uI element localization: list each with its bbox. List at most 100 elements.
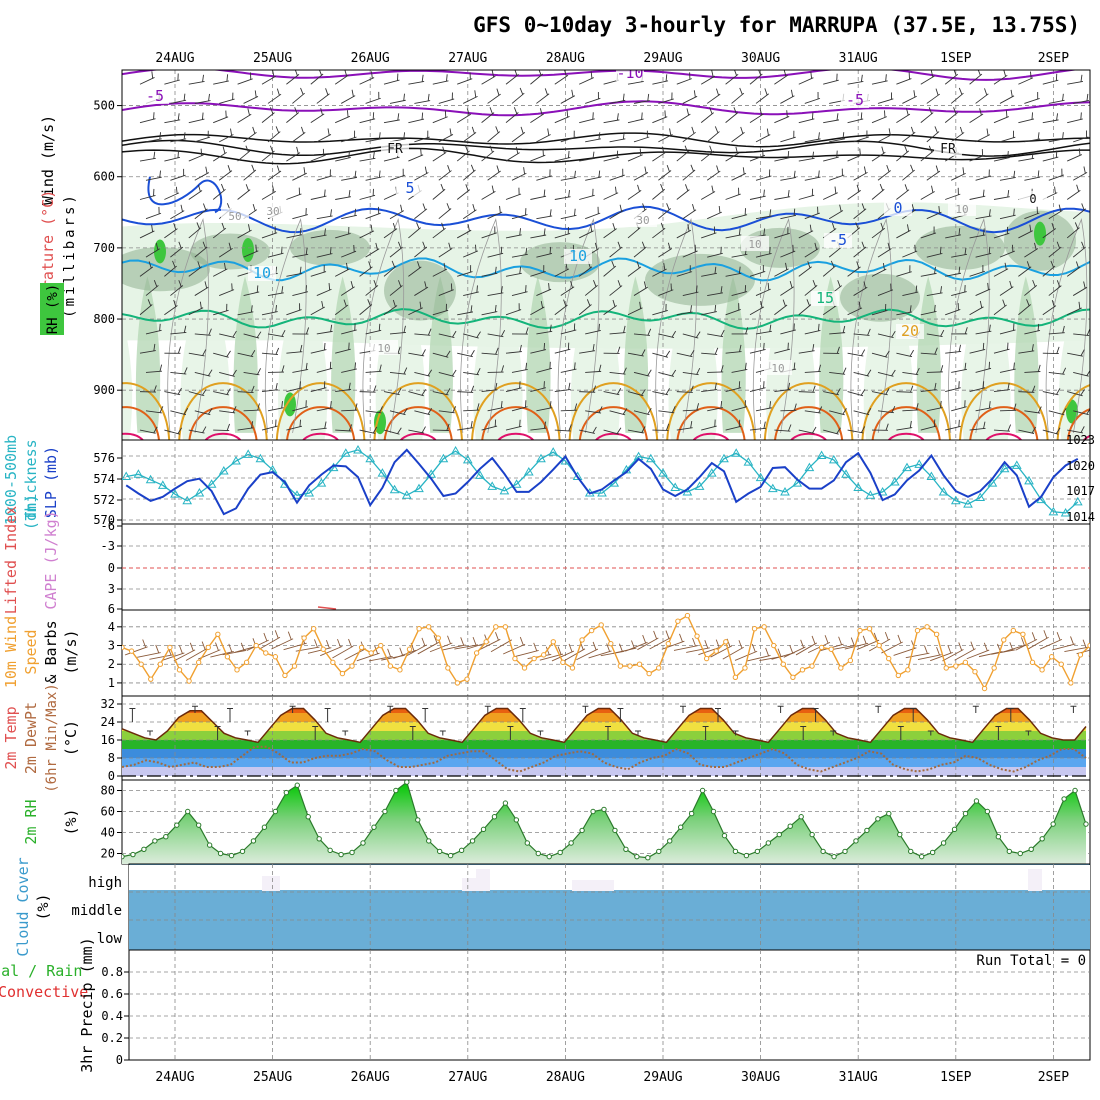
wind-barb-staff — [365, 248, 380, 258]
contour-label: 0 — [893, 199, 902, 217]
wind-barb-staff — [1092, 269, 1100, 276]
wind-barb-staff — [999, 286, 1014, 296]
wind-barb-flag — [1007, 150, 1009, 159]
wind-barb-flag — [392, 299, 396, 307]
contour-dome — [764, 382, 854, 440]
wind-barb-staff — [341, 176, 358, 181]
wind-barb-staff — [505, 387, 522, 393]
wind-barb-staff — [823, 429, 839, 435]
wind-barb-flag — [909, 385, 914, 393]
wind-barb-staff — [438, 248, 453, 258]
wind-barb-flag — [665, 350, 671, 358]
wind-barb-flag — [911, 204, 915, 212]
wind-barb-staff — [145, 176, 162, 181]
wind-barb-flag — [782, 299, 786, 307]
wind-barb-flag — [885, 350, 890, 358]
date-label-bottom: 24AUG — [155, 1070, 194, 1085]
wind-barb-staff — [945, 309, 961, 316]
wind-barb-flag — [1080, 112, 1082, 120]
wind-barb-staff — [505, 351, 522, 354]
wind-barb-flag — [733, 107, 737, 114]
wind-barb-staff — [457, 271, 473, 277]
wind-barb-staff — [389, 410, 406, 416]
wind-barb-staff — [896, 150, 910, 162]
wind-barb-flag — [1051, 222, 1055, 230]
wind-barb-staff — [170, 138, 187, 143]
wind10m-barb — [661, 640, 685, 650]
rh2m-marker — [645, 855, 651, 861]
wind-barb-flag — [221, 222, 225, 230]
wind-barb-staff — [316, 330, 333, 335]
wind-barb-flag — [227, 165, 231, 172]
wind10m-markers — [122, 612, 1090, 692]
wind-barb-flag — [159, 406, 164, 413]
wind-barb-flag — [1083, 166, 1086, 174]
wind10m-barb — [588, 650, 612, 659]
wind-barb-staff — [658, 289, 674, 296]
wind-barb-staff — [871, 391, 888, 396]
wind-barb-flag — [953, 107, 957, 114]
thickness-marker — [536, 453, 546, 463]
thickness-marker — [255, 453, 266, 463]
wind-barb-staff — [609, 174, 625, 181]
wind-barb-staff — [993, 157, 1010, 162]
temperature-band — [122, 731, 1086, 740]
wind-barb-staff — [1048, 99, 1065, 104]
wind-barb-staff — [316, 253, 333, 258]
wind-barb-staff — [749, 387, 766, 393]
wind-barb-staff — [213, 352, 229, 358]
ylabel-wind: Wind (m/s) — [39, 115, 57, 205]
wind-barb-flag — [202, 203, 207, 211]
wind-barb-flag — [685, 184, 689, 192]
thickness-marker — [1024, 475, 1034, 485]
wind-barb-flag — [860, 349, 866, 356]
wind-barb-flag — [831, 222, 835, 230]
contour-dome — [399, 432, 437, 440]
wind-barb-flag — [202, 74, 204, 82]
wind-barb-flag — [742, 167, 745, 175]
wind-barb-staff — [1072, 246, 1086, 258]
rh-patch-dark — [915, 225, 1005, 270]
wind-barb-staff — [731, 368, 748, 373]
wind10m-barb-flag — [738, 640, 743, 649]
wind-barb-flag — [940, 329, 945, 337]
wind-barb-staff — [926, 93, 941, 104]
wind-barb-flag — [644, 166, 647, 174]
wind-barb-staff — [579, 194, 595, 200]
wind-barb-flag — [470, 350, 475, 357]
wind-barb-staff — [896, 78, 912, 85]
wind-barb-staff — [1024, 410, 1041, 414]
wind-barb-flag — [842, 325, 846, 333]
wind10m-marker — [742, 665, 748, 671]
wind-barb-flag — [1003, 70, 1007, 77]
wind-barb-staff — [457, 427, 474, 431]
wind-barb-flag — [763, 228, 766, 236]
wind10m-barb — [576, 648, 599, 661]
thickness-marker — [877, 486, 888, 496]
wind-barb-flag — [615, 186, 617, 194]
tick-label: 24 — [101, 715, 115, 729]
rh2m-marker — [546, 853, 552, 860]
thickness-marker — [157, 480, 168, 489]
wind-barb-staff — [389, 371, 406, 375]
wind-barb-staff — [408, 266, 422, 277]
date-label-top: 25AUG — [253, 51, 292, 66]
temperature-bands — [122, 708, 1086, 776]
dewpoint-line — [122, 745, 1087, 773]
thickness-marker — [475, 470, 485, 479]
wind-barb-staff — [627, 391, 644, 397]
wind-barb-staff — [951, 406, 967, 412]
contour-label: -5 — [146, 87, 164, 105]
wind-barb-staff — [706, 93, 721, 104]
wind-barb-flag — [183, 367, 188, 375]
wind-barb-staff — [853, 371, 870, 377]
wind10m-marker — [378, 642, 384, 649]
wind-barb-staff — [603, 192, 619, 200]
wind-barb-flag — [738, 266, 741, 274]
wind10m-marker — [847, 657, 854, 664]
cloud-level-low: low — [97, 931, 123, 947]
wind-barb-staff — [823, 79, 839, 85]
wind10m-barb — [551, 650, 575, 662]
wind-barb-flag — [592, 112, 594, 120]
